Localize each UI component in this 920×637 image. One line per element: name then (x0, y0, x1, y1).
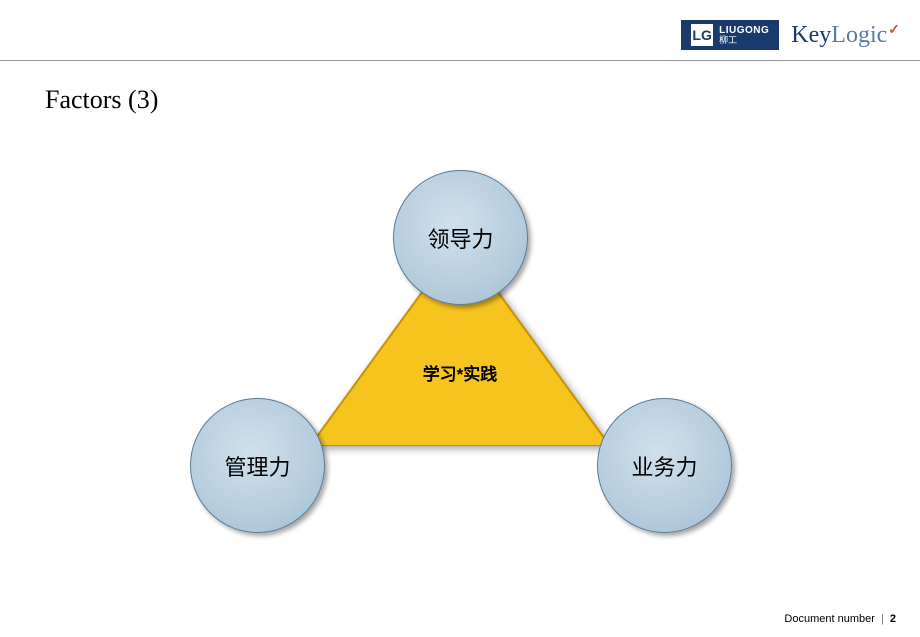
page-title: Factors (3) (45, 85, 158, 115)
liugong-text: LIUGONG 柳工 (719, 26, 769, 45)
factors-diagram: 学习*实践 领导力 管理力 业务力 (0, 170, 920, 590)
liugong-logo: LG LIUGONG 柳工 (681, 20, 779, 50)
circle-top: 领导力 (393, 170, 528, 305)
circle-bl-label: 管理力 (224, 450, 290, 482)
footer-page-number: 2 (890, 613, 896, 625)
keylogic-logic: Logic (831, 22, 887, 48)
footer: Document number | 2 (784, 613, 896, 625)
header-divider (0, 60, 920, 61)
liugong-en: LIUGONG (719, 26, 769, 36)
keylogic-key: Key (791, 22, 831, 48)
header-logos: LG LIUGONG 柳工 KeyLogic✓ (681, 20, 900, 50)
slide: LG LIUGONG 柳工 KeyLogic✓ Factors (3) 学习*实… (0, 0, 920, 637)
circle-bottom-right: 业务力 (597, 398, 732, 533)
liugong-lg-icon: LG (691, 24, 713, 46)
footer-doc-label: Document number (784, 613, 875, 625)
circle-bottom-left: 管理力 (190, 398, 325, 533)
circle-top-label: 领导力 (427, 222, 493, 254)
circle-br-label: 业务力 (631, 450, 697, 482)
footer-separator: | (881, 613, 884, 625)
keylogic-logo: KeyLogic✓ (791, 22, 900, 49)
triangle-label: 学习*实践 (423, 360, 498, 385)
liugong-cn: 柳工 (719, 36, 769, 45)
keylogic-tick-icon: ✓ (888, 23, 900, 38)
